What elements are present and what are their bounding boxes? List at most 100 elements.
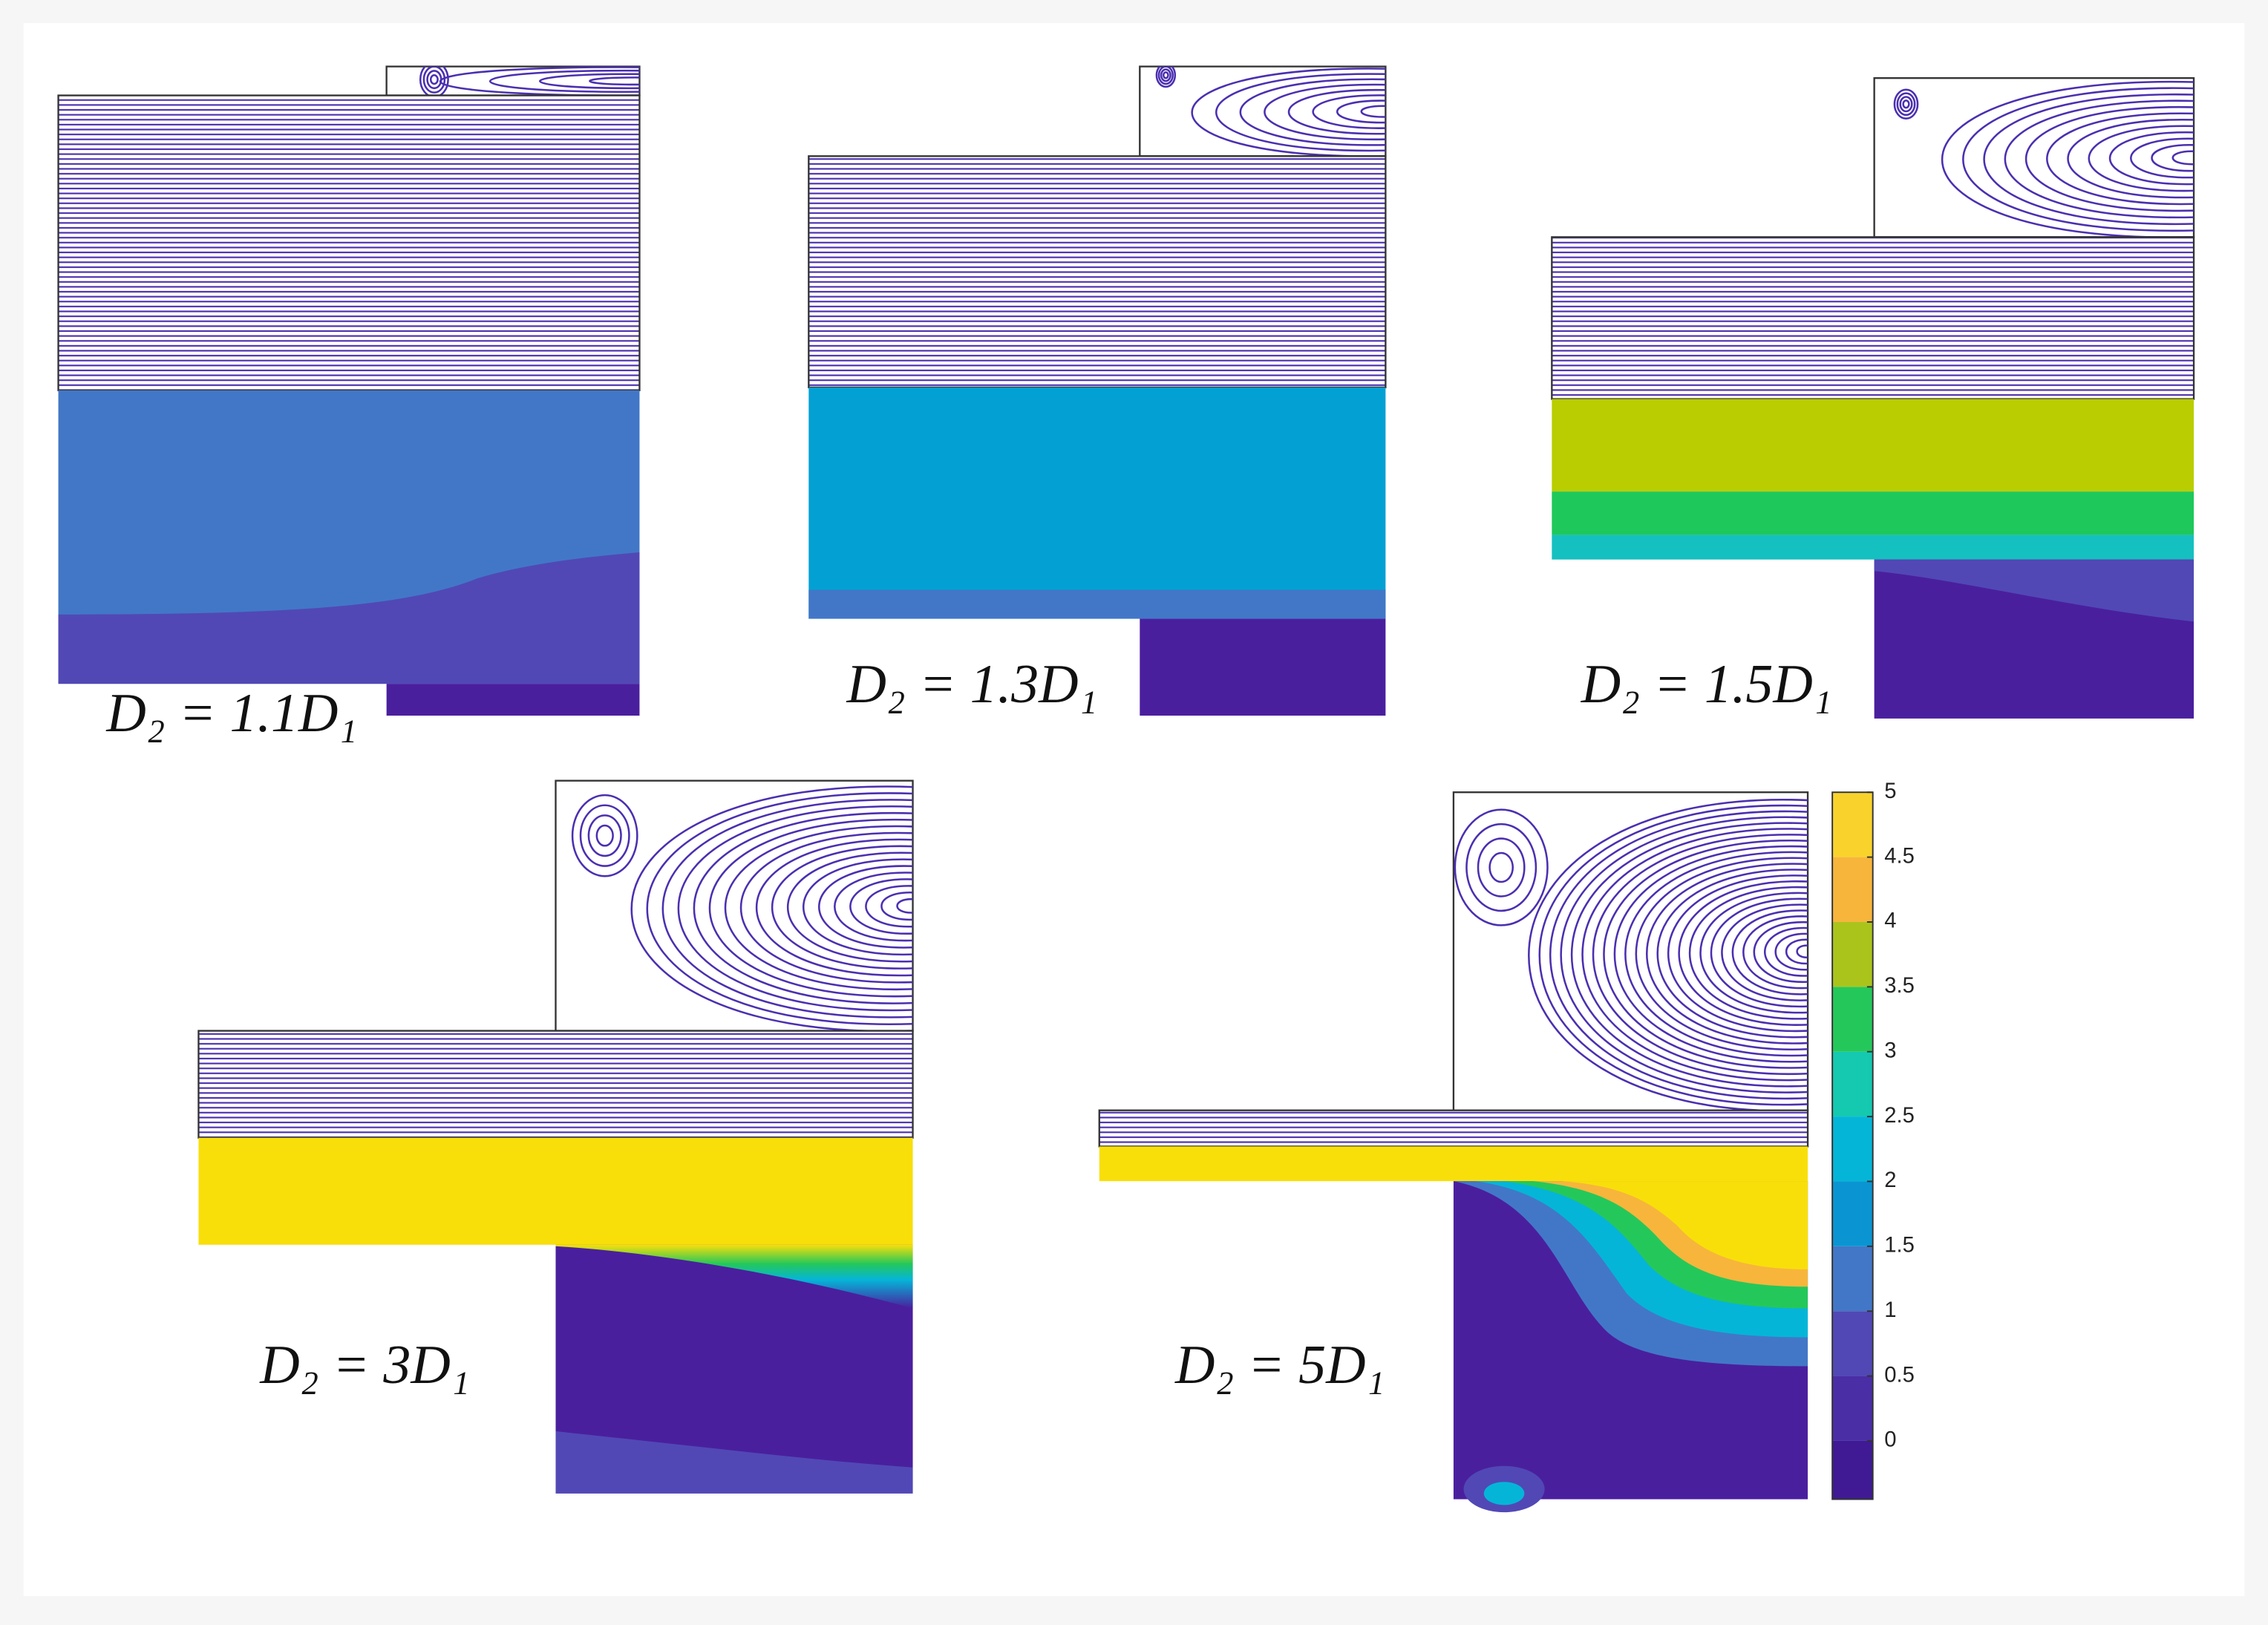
colorbar-tick-label: 0: [1884, 1428, 1896, 1452]
streamline: [646, 792, 913, 1025]
streamline: [1570, 822, 1808, 1088]
contour-band: [1140, 618, 1386, 716]
streamline: [1549, 810, 1808, 1100]
streamline: [1753, 921, 1808, 983]
channel-streamlines: [57, 94, 641, 391]
streamline: [1528, 798, 1808, 1111]
streamline: [1656, 869, 1808, 1039]
streamline: [1699, 892, 1808, 1014]
streamline: [677, 805, 913, 1012]
panel: D₂ = 1.1D₁: [57, 65, 641, 744]
streamline: [1941, 80, 2195, 238]
contour-band: [1561, 1181, 1808, 1269]
contour-band: [1552, 534, 2195, 560]
streamline: [1635, 857, 1808, 1050]
cavity-box: [555, 779, 914, 1032]
streamline: [1191, 68, 1386, 157]
vortex: [1893, 88, 1919, 120]
streamline: [1710, 897, 1808, 1007]
vortex: [422, 66, 446, 94]
panel-label: D₂ = 1.5D₁: [1581, 654, 1832, 715]
vortex: [1902, 99, 1910, 109]
vortex: [419, 66, 449, 96]
streamline: [2151, 144, 2195, 172]
streamline: [880, 892, 913, 921]
panels: D₂ = 1.1D₁ D₂ = 1.3D₁ D₂ = 1.5D₁ D₂ = 3D₁ D₂…: [57, 65, 2195, 1513]
streamline: [661, 799, 913, 1019]
colorbar-tick-label: 3.5: [1884, 974, 1915, 998]
colorbar-tick-label: 2: [1884, 1168, 1896, 1192]
vortex: [1899, 96, 1913, 113]
channel-streamlines: [808, 155, 1387, 389]
contour-band: [555, 1244, 913, 1309]
streamline: [755, 838, 913, 977]
vortex: [426, 70, 442, 90]
streamline: [849, 878, 913, 935]
streamline: [1983, 93, 2195, 226]
streamline: [1721, 903, 1808, 1001]
streamline: [1239, 78, 1386, 146]
colorbar-band: [1832, 987, 1873, 1052]
vortex: [571, 794, 638, 877]
colorbar-band: [1832, 921, 1873, 987]
vortex: [1157, 66, 1174, 85]
streamline: [1360, 105, 1386, 118]
contour-spot: [1483, 1482, 1525, 1505]
streamline: [693, 811, 913, 1004]
streamline: [2088, 125, 2195, 192]
colorbar-band: [1832, 857, 1873, 922]
contour-band: [1552, 491, 2195, 535]
streamline: [834, 872, 913, 942]
streamline: [1581, 828, 1808, 1082]
streamline: [2004, 99, 2195, 219]
colorbar-band: [1832, 1181, 1873, 1246]
streamline: [2046, 112, 2195, 206]
streamline: [488, 69, 640, 93]
colorbar-band: [1832, 1116, 1873, 1182]
streamline: [787, 851, 913, 963]
streamline: [1538, 804, 1808, 1106]
streamline: [1796, 944, 1808, 958]
streamline: [1560, 816, 1808, 1093]
contour-band: [1099, 1146, 1808, 1182]
vortex: [1162, 71, 1169, 79]
panel: D₂ = 5D₁: [1098, 791, 1809, 1513]
streamline: [708, 818, 913, 998]
panel-label: D₂ = 3D₁: [259, 1335, 469, 1396]
streamline: [896, 897, 913, 914]
vortex: [1155, 66, 1177, 88]
streamlines: [571, 785, 913, 1031]
colorbar-band: [1832, 1440, 1873, 1500]
streamline: [1667, 874, 1808, 1033]
colorbar-tick-label: 4: [1884, 909, 1896, 933]
contour-band: [58, 552, 640, 684]
colorbar-frame: [1831, 791, 1874, 1500]
colorbar-tick-label: 2.5: [1884, 1104, 1915, 1128]
panel: D₂ = 3D₁: [197, 779, 914, 1494]
channel-streamlines: [197, 1030, 914, 1139]
streamline: [1592, 834, 1808, 1076]
streamline: [1742, 915, 1808, 990]
vortex: [1488, 851, 1514, 883]
vortex: [587, 814, 622, 857]
streamline: [1312, 94, 1386, 129]
streamline: [1264, 83, 1386, 140]
vortex: [1477, 837, 1526, 897]
colorbar-band: [1832, 1376, 1873, 1441]
colorbar-band: [1832, 1311, 1873, 1376]
panel-label: D₂ = 1.1D₁: [105, 683, 357, 744]
colorbar-tick-label: 3: [1884, 1039, 1896, 1062]
streamline: [2067, 119, 2195, 199]
colorbar: 5 4.5 4 3.5 3 2.5 2 1.5 1 0.5 0: [1831, 779, 1915, 1500]
contour-band: [808, 387, 1386, 619]
streamline: [818, 865, 913, 949]
contour-band: [386, 684, 640, 716]
streamline: [1763, 926, 1808, 977]
streamline: [2171, 150, 2195, 166]
streamline: [538, 73, 640, 90]
vortex: [579, 804, 630, 867]
panel: D₂ = 1.5D₁: [1551, 76, 2195, 719]
streamline: [1288, 89, 1386, 135]
streamline: [2108, 131, 2195, 186]
streamline: [771, 845, 913, 970]
